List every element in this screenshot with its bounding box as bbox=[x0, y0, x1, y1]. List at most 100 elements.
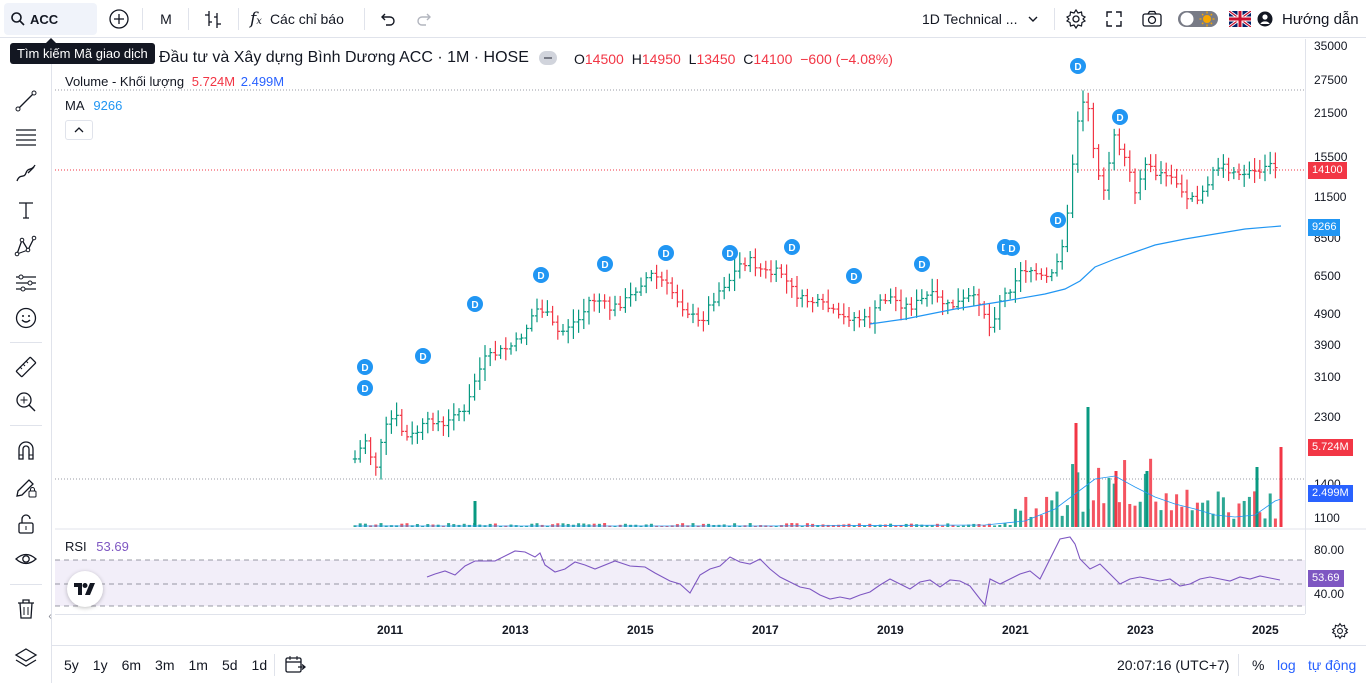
time-axis-label: 2011 bbox=[377, 623, 404, 637]
ohlc-bar bbox=[1132, 168, 1138, 205]
range-button-1d[interactable]: 1d bbox=[251, 657, 268, 673]
dividend-marker[interactable]: D bbox=[722, 245, 738, 261]
symbol-search-button[interactable]: ACC bbox=[4, 3, 97, 35]
redo-button[interactable] bbox=[414, 0, 436, 38]
range-button-3m[interactable]: 3m bbox=[155, 657, 175, 673]
fib-tool[interactable] bbox=[12, 123, 40, 151]
remove-drawings-tool[interactable] bbox=[12, 595, 40, 623]
ohlc-bar bbox=[685, 302, 690, 319]
chart-area[interactable]: DDDDDDDDDDDDDDDD Đầu tư và Xây dựng Bình… bbox=[55, 39, 1366, 644]
range-button-1m[interactable]: 1m bbox=[188, 657, 208, 673]
volume-bar bbox=[1195, 502, 1199, 527]
collapse-toolbar-handle[interactable]: ‹ bbox=[48, 610, 52, 622]
fullscreen-button[interactable] bbox=[1102, 0, 1126, 38]
language-button[interactable] bbox=[1229, 0, 1251, 38]
zoom-tool[interactable] bbox=[12, 388, 40, 416]
dividend-marker[interactable]: D bbox=[467, 296, 483, 312]
undo-button[interactable] bbox=[376, 0, 398, 38]
dividend-marker-label: D bbox=[601, 260, 608, 271]
chart-type-button[interactable] bbox=[200, 0, 226, 38]
ruler-icon bbox=[15, 356, 37, 378]
dividend-marker-label: D bbox=[419, 352, 426, 363]
pattern-tool[interactable] bbox=[12, 232, 40, 260]
measure-tool[interactable] bbox=[12, 353, 40, 381]
volume-bar bbox=[1114, 471, 1118, 527]
chart-canvas[interactable]: DDDDDDDDDDDDDDDD bbox=[55, 39, 1366, 644]
guide-button[interactable]: Hướng dẫn bbox=[1257, 0, 1359, 38]
dividend-marker[interactable]: D bbox=[1050, 212, 1066, 228]
dividend-marker[interactable]: D bbox=[597, 256, 613, 272]
timezone-button[interactable]: 20:07:16 (UTC+7) bbox=[1117, 646, 1229, 684]
volume-bar bbox=[1024, 496, 1028, 527]
ma-line bbox=[869, 225, 1282, 325]
dividend-marker-label: D bbox=[361, 384, 368, 395]
rsi-axis-label: 80.00 bbox=[1314, 543, 1345, 557]
ohlc-bar bbox=[1273, 152, 1278, 179]
layout-select[interactable]: 1D Technical ... bbox=[922, 0, 1039, 38]
magnet-tool[interactable] bbox=[12, 437, 40, 465]
axis-settings-button[interactable] bbox=[1331, 622, 1349, 640]
prediction-tool[interactable] bbox=[12, 269, 40, 297]
screenshot-button[interactable] bbox=[1140, 0, 1164, 38]
hide-drawings-tool[interactable] bbox=[12, 545, 40, 573]
lock-drawing-tool[interactable] bbox=[12, 473, 40, 501]
object-tree-tool[interactable] bbox=[12, 644, 40, 672]
dividend-marker[interactable]: D bbox=[357, 359, 373, 375]
indicators-button[interactable]: fx Các chỉ báo bbox=[250, 0, 344, 38]
icon-tool[interactable] bbox=[12, 304, 40, 332]
ohlc-bar bbox=[862, 308, 867, 327]
clock-label: 20:07:16 (UTC+7) bbox=[1117, 657, 1230, 673]
interval-button[interactable]: M bbox=[154, 0, 178, 38]
settings-button[interactable] bbox=[1064, 0, 1088, 38]
time-axis[interactable]: 2011 2013 2015 2017 2019 2021 2023 2025 bbox=[55, 614, 1305, 644]
dividend-marker[interactable]: D bbox=[784, 239, 800, 255]
price-axis[interactable]: 35000 27500 21500 15500 11500 8500 6500 4900 390… bbox=[1305, 39, 1366, 529]
ohlc-bar bbox=[628, 282, 633, 307]
range-button-5y[interactable]: 5y bbox=[64, 657, 79, 673]
price-axis-label: 2300 bbox=[1314, 410, 1341, 424]
ohlc-bar bbox=[784, 264, 789, 294]
dividend-marker[interactable]: D bbox=[1112, 109, 1128, 125]
auto-scale-button[interactable]: tự động bbox=[1308, 646, 1356, 684]
rsi-axis[interactable]: 80.00 40.00 bbox=[1305, 529, 1366, 614]
legend-collapse-button[interactable] bbox=[539, 51, 557, 65]
dividend-marker[interactable]: D bbox=[357, 380, 373, 396]
range-button-5d[interactable]: 5d bbox=[221, 657, 238, 673]
trend-line-tool[interactable] bbox=[12, 87, 40, 115]
dividend-marker[interactable]: D bbox=[846, 268, 862, 284]
ohlc-bar bbox=[867, 306, 872, 329]
ohlc-bar bbox=[930, 278, 935, 305]
dividend-marker[interactable]: D bbox=[533, 267, 549, 283]
volume-bar bbox=[1128, 503, 1132, 527]
ohlc-bar bbox=[670, 277, 675, 300]
ohlc-bar bbox=[581, 298, 586, 330]
volume-bar bbox=[753, 525, 757, 527]
ohlc-bar bbox=[607, 296, 612, 320]
layout-name: 1D Technical ... bbox=[922, 11, 1018, 27]
ohlc-bar bbox=[711, 292, 716, 312]
date-range-button[interactable] bbox=[284, 646, 306, 684]
compare-symbol-button[interactable] bbox=[106, 0, 132, 38]
ohlc-bar bbox=[1210, 166, 1216, 190]
brush-tool[interactable] bbox=[12, 159, 40, 187]
dividend-marker[interactable]: D bbox=[914, 256, 930, 272]
dividend-marker[interactable]: D bbox=[1070, 58, 1086, 74]
percent-button[interactable]: % bbox=[1252, 646, 1264, 684]
volume-bar bbox=[733, 523, 737, 527]
theme-toggle[interactable] bbox=[1177, 0, 1219, 38]
lock-all-tool[interactable] bbox=[12, 510, 40, 538]
dividend-marker[interactable]: D bbox=[658, 245, 674, 261]
range-button-1y[interactable]: 1y bbox=[92, 657, 108, 673]
dividend-marker[interactable]: D bbox=[415, 348, 431, 364]
tradingview-logo[interactable] bbox=[67, 571, 103, 607]
dividend-marker-label: D bbox=[788, 243, 795, 254]
log-scale-button[interactable]: log bbox=[1277, 646, 1296, 684]
range-button-6m[interactable]: 6m bbox=[121, 657, 142, 673]
ohlc-bar bbox=[602, 294, 607, 309]
dividend-marker[interactable]: D bbox=[1004, 240, 1020, 256]
text-tool[interactable] bbox=[12, 196, 40, 224]
ohlc-bar bbox=[358, 440, 363, 463]
volume-bar bbox=[452, 524, 456, 527]
ohlc-bar bbox=[430, 412, 436, 432]
collapse-legend-button[interactable] bbox=[65, 120, 93, 140]
